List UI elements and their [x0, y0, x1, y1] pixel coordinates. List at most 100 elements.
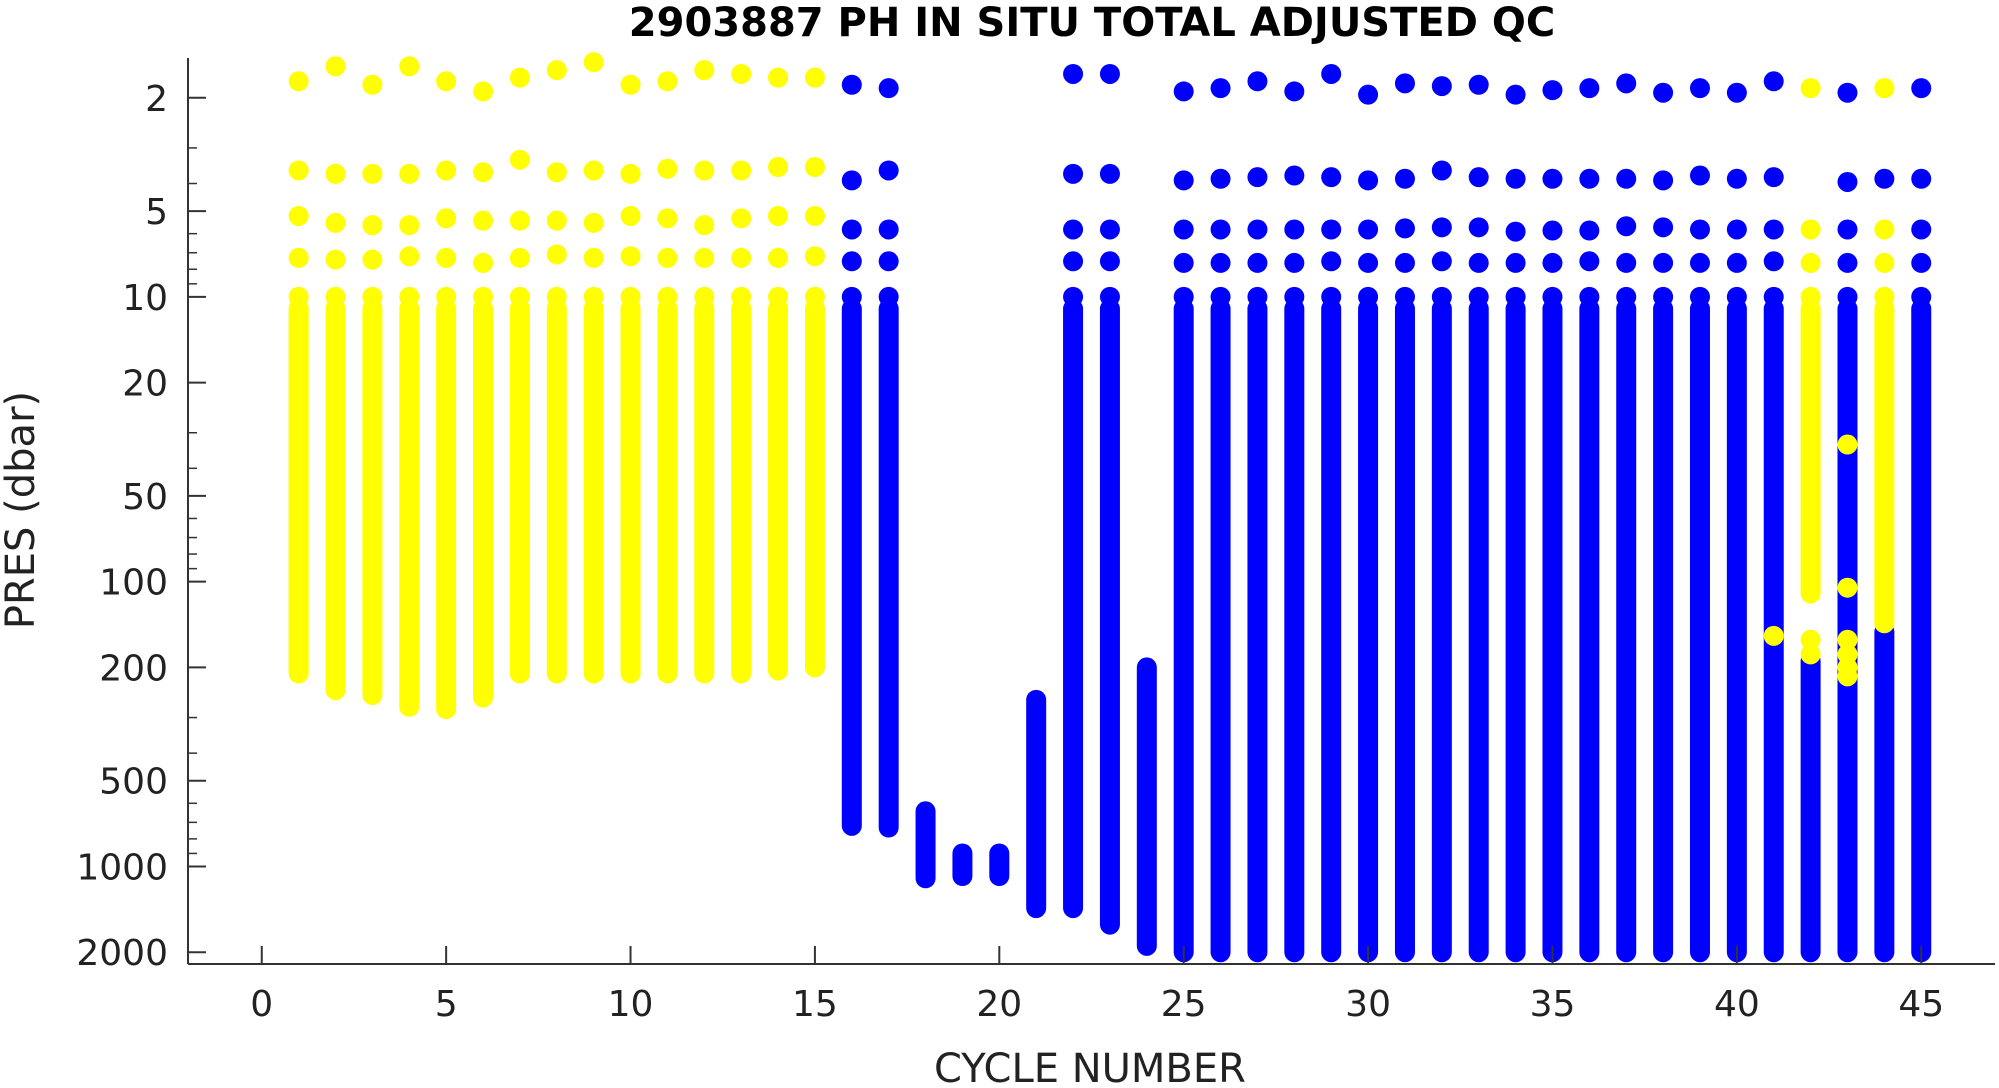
data-point: [694, 286, 715, 307]
data-point: [1099, 63, 1120, 84]
data-marks: [288, 52, 1932, 963]
data-point: [1689, 252, 1710, 273]
data-point: [1173, 252, 1194, 273]
data-point: [1358, 219, 1379, 240]
data-point: [731, 247, 752, 268]
data-point: [1358, 286, 1379, 307]
data-point: [1800, 629, 1821, 650]
data-point: [1099, 163, 1120, 184]
data-point: [325, 163, 346, 184]
data-point: [1837, 171, 1858, 192]
data-point: [1763, 71, 1784, 92]
data-point: [583, 212, 604, 233]
data-point: [1247, 219, 1268, 240]
data-point: [1837, 577, 1858, 598]
data-point: [1800, 219, 1821, 240]
data-point: [1653, 252, 1674, 273]
data-point: [1911, 286, 1932, 307]
data-point: [1173, 286, 1194, 307]
data-point: [1284, 252, 1305, 273]
data-point: [1358, 252, 1379, 273]
data-point: [841, 74, 862, 95]
data-point: [288, 71, 309, 92]
data-point: [1763, 286, 1784, 307]
data-point: [768, 286, 789, 307]
data-point: [878, 78, 899, 99]
data-point: [399, 246, 420, 267]
data-point: [473, 162, 494, 183]
x-axis-label: CYCLE NUMBER: [934, 1046, 1246, 1088]
data-point: [1063, 219, 1084, 240]
data-point: [1173, 219, 1194, 240]
data-point: [436, 208, 457, 229]
data-point: [1874, 286, 1895, 307]
data-point: [1837, 219, 1858, 240]
data-point: [1505, 168, 1526, 189]
data-point: [657, 158, 678, 179]
data-point: [1173, 81, 1194, 102]
data-point: [1911, 168, 1932, 189]
y-tick-label: 2: [145, 79, 168, 120]
x-tick-label: 5: [435, 984, 458, 1025]
data-point: [1579, 168, 1600, 189]
axes: [187, 58, 1995, 965]
data-point: [473, 81, 494, 102]
data-point: [362, 249, 383, 270]
data-point: [546, 210, 567, 231]
data-point: [1653, 217, 1674, 238]
data-point: [362, 215, 383, 236]
data-point: [1579, 251, 1600, 272]
x-tick-label: 40: [1714, 984, 1760, 1025]
data-point: [546, 244, 567, 265]
data-point: [1247, 167, 1268, 188]
data-point: [768, 205, 789, 226]
data-point: [1874, 168, 1895, 189]
data-point: [436, 247, 457, 268]
x-tick-label: 0: [250, 984, 273, 1025]
data-point: [1542, 220, 1563, 241]
data-point: [1726, 219, 1747, 240]
data-point: [1394, 73, 1415, 94]
data-point: [804, 205, 825, 226]
data-point: [583, 160, 604, 181]
data-point: [1837, 82, 1858, 103]
data-point: [1284, 286, 1305, 307]
data-point: [1431, 76, 1452, 97]
data-point: [583, 247, 604, 268]
data-point: [1837, 629, 1858, 650]
data-point: [436, 71, 457, 92]
data-point: [878, 286, 899, 307]
data-point: [1063, 286, 1084, 307]
data-point: [325, 286, 346, 307]
x-tick-label: 35: [1530, 984, 1576, 1025]
data-point: [1653, 286, 1674, 307]
data-point: [509, 286, 530, 307]
x-ticks: 0 5 10 15 20 25 30 35 40 45: [250, 946, 1944, 1025]
data-point: [804, 246, 825, 267]
y-axis-label: PRES (dbar): [0, 391, 44, 629]
data-point: [399, 56, 420, 77]
data-point: [1726, 82, 1747, 103]
y-tick-label: 5: [145, 192, 168, 233]
x-tick-label: 20: [976, 984, 1022, 1025]
data-point: [1063, 63, 1084, 84]
data-point: [1468, 167, 1489, 188]
y-tick-label: 50: [122, 477, 168, 518]
data-point: [841, 251, 862, 272]
data-point: [694, 215, 715, 236]
data-point: [1321, 286, 1342, 307]
data-point: [1210, 219, 1231, 240]
y-tick-label: 10: [122, 278, 168, 319]
data-point: [694, 247, 715, 268]
data-point: [583, 286, 604, 307]
data-point: [546, 286, 567, 307]
data-point: [1173, 170, 1194, 191]
data-point: [509, 67, 530, 88]
data-point: [1542, 252, 1563, 273]
data-point: [1099, 251, 1120, 272]
y-tick-label: 200: [99, 648, 168, 689]
data-point: [1505, 286, 1526, 307]
y-tick-label: 2000: [76, 933, 168, 974]
data-point: [768, 67, 789, 88]
data-point: [1247, 286, 1268, 307]
